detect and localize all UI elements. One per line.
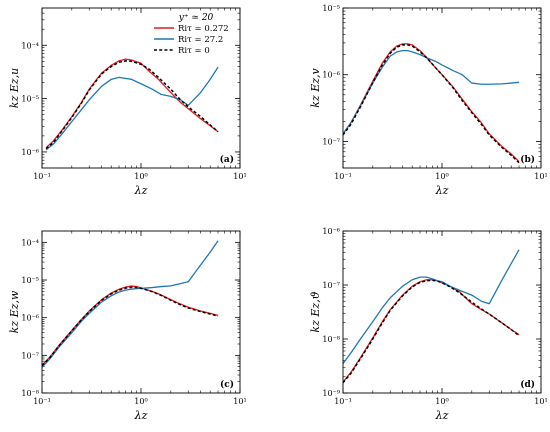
panel-1: 10⁻¹ 10⁰ 10¹ 10⁻⁷ 10⁻⁶ 10⁻⁵ (b) λz kz Ez,v [309,4,548,197]
panel-tag: (c) [220,379,234,390]
y-tick-label: 10⁻⁴ [21,238,39,247]
y-tick-label: 10⁻⁵ [322,4,340,13]
y-axis-label: kz Ez,u [8,68,21,108]
y-tick-label: 10⁻⁸ [21,389,39,398]
panel-tag: (d) [520,379,535,390]
y-tick-label: 10⁻⁶ [322,227,340,236]
panel-2: 10⁻¹ 10⁰ 10¹ 10⁻⁸ 10⁻⁷ 10⁻⁶ 10⁻⁵ 10⁻⁴ (c) λz kz Ez… [8,230,247,422]
minor-ticks [42,231,240,393]
panel-tag: (b) [520,154,535,165]
series-group [42,240,219,368]
y-tick-label: 10⁻⁸ [322,335,340,344]
series-line-0 [343,43,520,162]
y-tick-label: 10⁻⁴ [21,41,39,50]
legend-title: y⁺ ≃ 20 [178,13,214,23]
x-axis-label: λz [435,184,449,197]
legend-entry-2: Riτ = 0 [178,46,210,56]
minor-ticks [343,8,541,168]
x-tick-label: 10¹ [534,172,547,181]
series-line-2 [45,60,219,150]
y-tick-label: 10⁻⁷ [322,281,340,290]
x-tick-label: 10⁰ [134,172,147,181]
legend-entry-1: Riτ = 27.2 [178,35,223,45]
series-line-1 [42,240,219,368]
x-tick-label: 10¹ [534,397,547,406]
series-line-0 [45,58,219,149]
y-axis-label: kz Ez,ϑ [309,291,322,332]
series-group [45,58,219,151]
y-tick-label: 10⁻⁶ [21,314,39,323]
panel-tag: (a) [220,154,234,165]
series-line-0 [343,279,520,383]
x-tick-label: 10⁰ [435,397,448,406]
plot-frame [41,7,241,169]
x-axis-label: λz [435,409,449,422]
plot-frame [41,230,241,394]
x-axis-label: λz [134,409,148,422]
y-tick-label: 10⁻⁷ [21,351,39,360]
y-axis-label: kz Ez,v [309,67,322,107]
legend-entry-0: Riτ = 0.272 [178,24,229,34]
y-axis-label: kz Ez,w [8,290,21,333]
x-tick-label: 10⁻¹ [334,172,352,181]
x-axis-label: λz [134,184,148,197]
y-tick-label: 10⁻⁵ [21,95,39,104]
y-tick-label: 10⁻⁶ [21,148,39,157]
series-line-1 [343,249,520,365]
x-tick-label: 10⁻¹ [33,172,51,181]
x-tick-label: 10⁻¹ [334,397,352,406]
plot-frame [342,7,542,169]
series-line-1 [45,66,219,151]
x-tick-label: 10⁰ [134,397,147,406]
series-line-2 [42,286,219,367]
panel-0: 10⁻¹ 10⁰ 10¹ 10⁻⁶ 10⁻⁵ 10⁻⁴ (a) λz kz Ez,u y⁺ ≃ 2… [8,7,247,197]
y-tick-label: 10⁻⁶ [322,71,340,80]
series-line-2 [343,44,520,164]
series-line-0 [42,285,219,366]
x-tick-label: 10¹ [233,397,246,406]
panel-3: 10⁻¹ 10⁰ 10¹ 10⁻⁹ 10⁻⁸ 10⁻⁷ 10⁻⁶ (d) λz kz Ez,ϑ [309,227,548,422]
y-tick-label: 10⁻⁵ [21,276,39,285]
y-tick-label: 10⁻⁹ [322,389,340,398]
x-tick-label: 10¹ [233,172,246,181]
minor-ticks [343,231,541,393]
series-line-2 [343,279,520,384]
plot-frame [342,230,542,394]
series-group [343,249,520,384]
series-group [343,43,520,164]
y-tick-label: 10⁻⁷ [322,137,340,146]
x-tick-label: 10⁻¹ [33,397,51,406]
x-tick-label: 10⁰ [435,172,448,181]
